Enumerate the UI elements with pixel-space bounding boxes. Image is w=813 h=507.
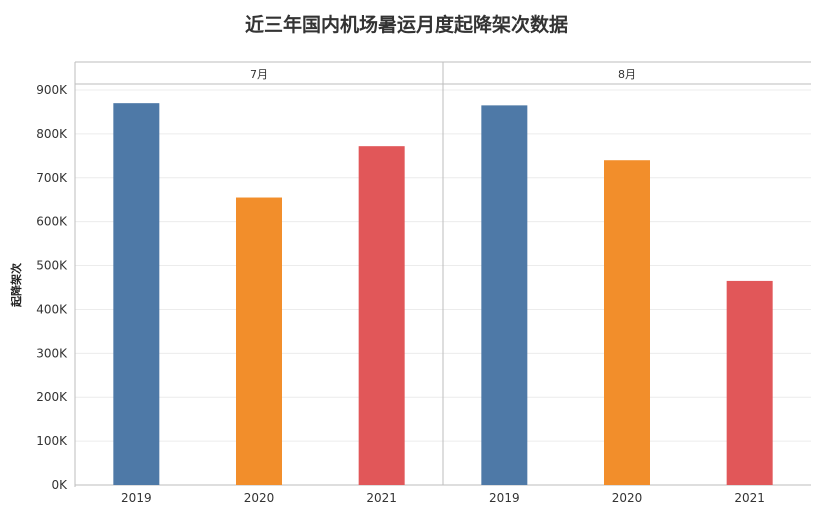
y-tick-label: 300K [36, 346, 68, 360]
label-layer: 0K 100K 200K 300K 400K 500K 600K 700K 800K 900K 7月… [36, 68, 765, 505]
x-tick-label: 2019 [489, 491, 520, 505]
x-tick-label: 2021 [366, 491, 397, 505]
y-tick-label: 400K [36, 302, 68, 316]
frame-layer [74, 61, 811, 487]
y-tick-label: 900K [36, 83, 68, 97]
x-tick-label: 2021 [734, 491, 765, 505]
x-tick-label: 2020 [244, 491, 275, 505]
panel-header-label: 8月 [618, 68, 636, 81]
bar-7月-2021 [358, 146, 405, 485]
panel-header-label: 7月 [250, 68, 268, 81]
bar-7月-2019 [113, 103, 160, 486]
y-tick-label: 0K [51, 478, 68, 492]
chart-title: 近三年国内机场暑运月度起降架次数据 [244, 14, 568, 36]
x-tick-label: 2019 [121, 491, 152, 505]
y-tick-label: 800K [36, 127, 68, 141]
x-tick-label: 2020 [612, 491, 643, 505]
bar-layer [113, 103, 773, 486]
bar-7月-2020 [236, 197, 282, 485]
y-tick-label: 200K [36, 390, 68, 404]
y-axis-label: 起降架次 [9, 263, 23, 308]
y-tick-label: 600K [36, 215, 68, 229]
bar-8月-2021 [726, 280, 773, 485]
bar-8月-2020 [604, 160, 650, 485]
y-tick-label: 700K [36, 171, 68, 185]
y-tick-label: 500K [36, 259, 68, 273]
bar-8月-2019 [481, 105, 528, 485]
y-tick-label: 100K [36, 434, 68, 448]
